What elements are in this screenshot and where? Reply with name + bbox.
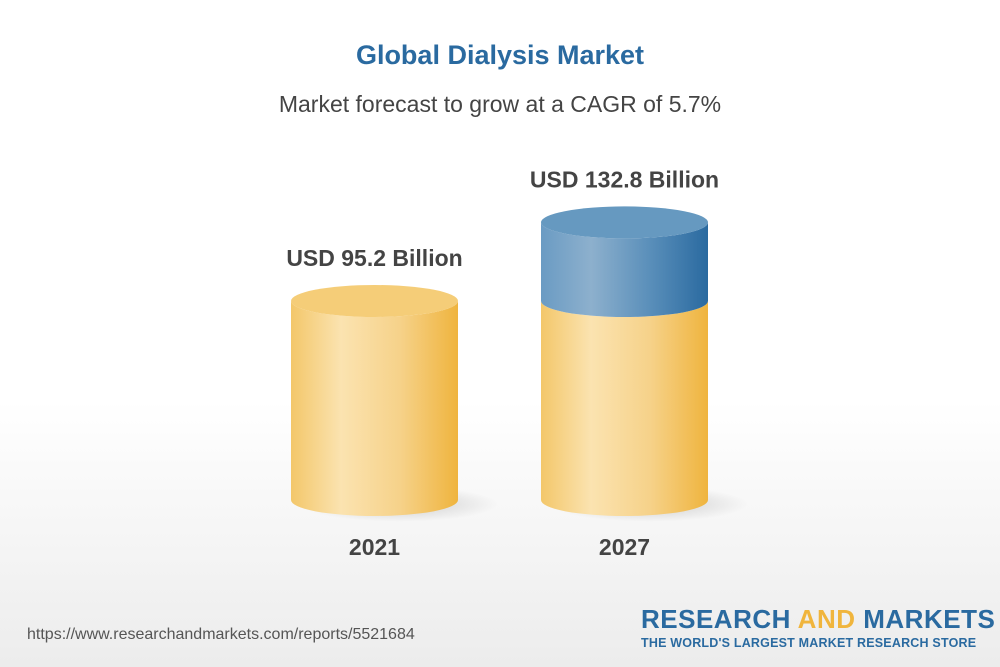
chart-title: Global Dialysis Market [355,40,645,70]
cylinder-growth-segment [541,222,708,317]
data-label: USD 132.8 Billion [530,166,719,192]
cylinder-base-segment [291,301,459,516]
cylinder-top [541,206,708,239]
category-label: 2021 [349,534,400,560]
cylinder-top [291,285,458,317]
research-and-markets-logo: RESEARCH AND MARKETS THE WORLD'S LARGEST… [641,604,996,650]
category-label: 2027 [599,534,650,560]
data-label: USD 95.2 Billion [286,245,462,271]
source-url[interactable]: https://www.researchandmarkets.com/repor… [27,626,415,643]
cylinder-base-segment [541,301,708,516]
chart-subtitle: Market forecast to grow at a CAGR of 5.7… [278,91,722,117]
